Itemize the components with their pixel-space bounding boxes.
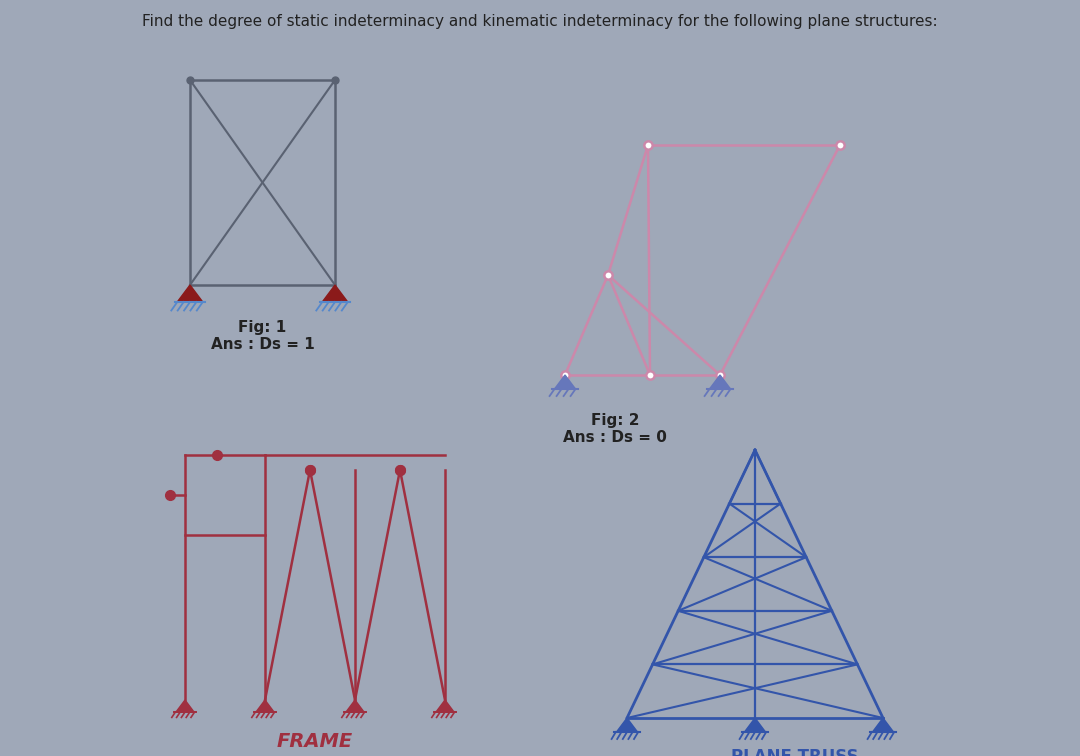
Polygon shape xyxy=(436,700,454,712)
Text: Ans : Ds = 0: Ans : Ds = 0 xyxy=(563,430,667,445)
Text: Find the degree of static indeterminacy and kinematic indeterminacy for the foll: Find the degree of static indeterminacy … xyxy=(143,14,937,29)
Polygon shape xyxy=(256,700,274,712)
Text: Fig: 2: Fig: 2 xyxy=(591,413,639,428)
Polygon shape xyxy=(617,718,637,732)
Polygon shape xyxy=(873,718,893,732)
Polygon shape xyxy=(346,700,364,712)
Polygon shape xyxy=(554,375,576,389)
Polygon shape xyxy=(176,700,194,712)
Text: Ans : Ds = 1: Ans : Ds = 1 xyxy=(211,337,314,352)
Polygon shape xyxy=(177,285,203,302)
Text: Fig: 1: Fig: 1 xyxy=(239,320,286,335)
Polygon shape xyxy=(322,285,348,302)
Polygon shape xyxy=(744,718,766,732)
Polygon shape xyxy=(710,375,730,389)
Text: FRAME: FRAME xyxy=(276,732,353,751)
Text: PLANE TRUSS: PLANE TRUSS xyxy=(731,748,859,756)
